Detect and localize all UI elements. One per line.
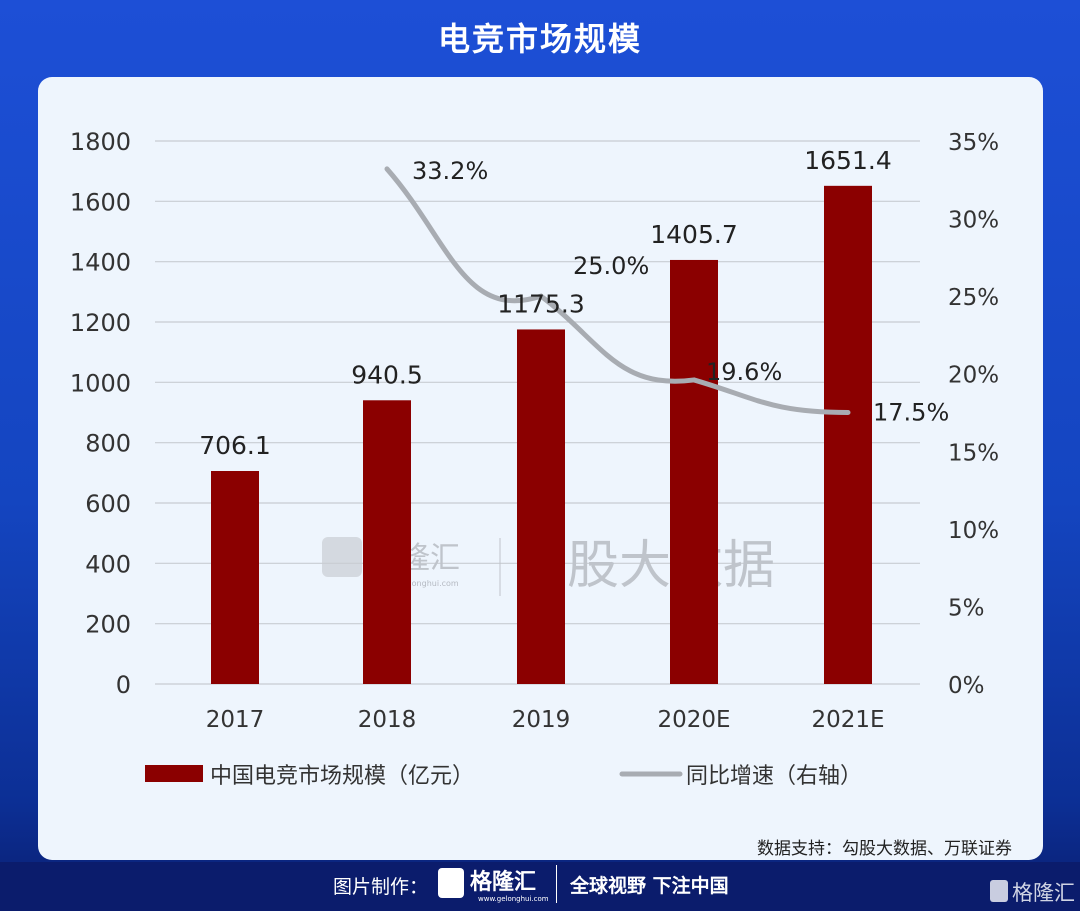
footer: 图片制作： 格隆汇 www.gelonghui.com 全球视野 下注中国 格隆…: [0, 862, 1080, 911]
right-axis-tick: 5%: [948, 595, 985, 621]
bar: [670, 259, 718, 684]
bar: [517, 329, 565, 684]
growth-data-label: 19.6%: [706, 358, 782, 386]
right-axis-tick: 30%: [948, 208, 999, 234]
gelonghui-logo-icon: [438, 868, 464, 898]
bar-data-label: 940.5: [351, 360, 423, 389]
footer-divider: [556, 865, 557, 903]
right-axis-tick: 15%: [948, 440, 999, 466]
growth-data-label: 17.5%: [873, 399, 949, 427]
x-axis-tick: 2017: [206, 707, 265, 733]
right-axis-tick: 25%: [948, 285, 999, 311]
footer-slogan: 全球视野 下注中国: [570, 875, 729, 897]
right-axis-tick: 20%: [948, 363, 999, 389]
left-axis-tick: 1200: [70, 309, 131, 337]
left-axis-tick: 400: [85, 550, 131, 578]
bar-data-label: 1405.7: [650, 220, 737, 249]
bar: [211, 470, 259, 684]
bar: [363, 400, 411, 684]
legend-line-label: 同比增速（右轴）: [686, 764, 862, 789]
x-axis-tick: 2018: [358, 707, 417, 733]
watermark-logo-icon: [322, 537, 362, 577]
page-title: 电竞市场规模: [437, 20, 642, 58]
footer-brand: 格隆汇: [470, 870, 537, 895]
growth-data-label: 33.2%: [412, 157, 488, 185]
right-axis-tick: 10%: [948, 518, 999, 544]
right-axis-tick: 0%: [948, 673, 985, 699]
corner-logo-icon: [990, 880, 1008, 902]
x-axis-tick: 2021E: [811, 707, 884, 733]
left-axis-tick: 1000: [70, 369, 131, 397]
left-axis-tick: 1600: [70, 188, 131, 216]
left-axis-tick: 200: [85, 611, 131, 639]
left-axis-tick: 1400: [70, 249, 131, 277]
right-axis-tick: 35%: [948, 130, 999, 156]
footer-url: www.gelonghui.com: [478, 895, 549, 903]
left-axis-tick: 1800: [70, 128, 131, 156]
footer-made-by: 图片制作：: [333, 876, 429, 898]
left-axis-tick: 0: [116, 671, 131, 699]
watermark-url: www.gelonghui.com: [378, 579, 459, 588]
left-axis-tick: 800: [85, 430, 131, 458]
bar: [824, 185, 872, 684]
legend-bar-swatch: [145, 765, 203, 782]
growth-line: [384, 166, 851, 415]
legend-bar-label: 中国电竞市场规模（亿元）: [210, 764, 474, 789]
bar-data-label: 706.1: [199, 431, 271, 460]
bar-data-label: 1651.4: [804, 146, 891, 175]
x-axis-tick: 2020E: [657, 707, 730, 733]
corner-brand: 格隆汇: [1012, 881, 1075, 905]
x-axis-tick: 2019: [512, 707, 571, 733]
source-note: 数据支持：勾股大数据、万联证券: [757, 839, 1012, 859]
left-axis-tick: 600: [85, 490, 131, 518]
bar-data-label: 1175.3: [497, 289, 584, 318]
growth-data-label: 25.0%: [573, 252, 649, 280]
